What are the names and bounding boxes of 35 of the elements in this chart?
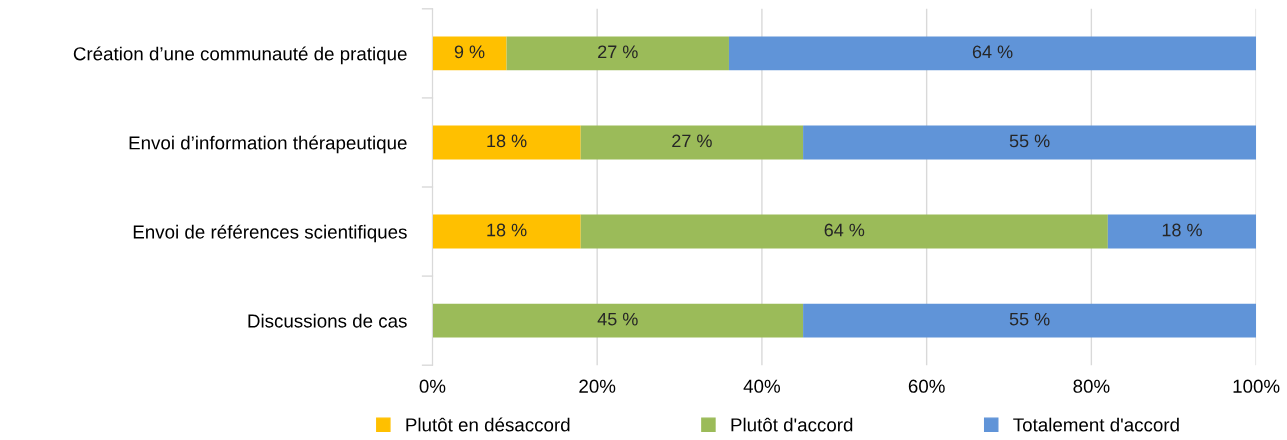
bar — [728, 36, 1257, 71]
legend-label: Plutôt d'accord — [731, 417, 853, 432]
x-tick-label: 60% — [908, 379, 945, 393]
bar — [432, 214, 581, 249]
y-tick-label: Envoi d’information thérapeutique — [129, 135, 407, 154]
bar — [506, 36, 729, 71]
data-label: 55 % — [1009, 312, 1050, 326]
bar — [580, 125, 804, 160]
bar — [432, 303, 804, 338]
bar — [803, 125, 1257, 160]
bar — [1107, 214, 1257, 249]
x-tick-label: 0% — [419, 379, 446, 393]
data-label: 18 % — [487, 223, 527, 237]
legend-label: Plutôt en désaccord — [406, 417, 570, 432]
bar — [432, 36, 507, 71]
y-tick-label: Envoi de références scientifiques — [133, 224, 407, 243]
bar — [432, 125, 581, 160]
data-label: 27 % — [598, 45, 638, 59]
data-label: 9 % — [454, 45, 485, 59]
data-label: 55 % — [1009, 134, 1050, 148]
y-tick-label: Création d’une communauté de pratique — [73, 46, 407, 65]
x-tick-label: 40% — [743, 379, 780, 393]
data-label: 45 % — [597, 312, 638, 326]
data-label: 64 % — [972, 45, 1013, 59]
x-tick-label: 20% — [579, 379, 616, 393]
x-tick-label: 100% — [1233, 379, 1280, 393]
bar — [580, 214, 1108, 249]
bar — [803, 303, 1257, 338]
data-label: 27 % — [672, 134, 712, 148]
x-tick-label: 80% — [1073, 379, 1110, 393]
y-tick-label: Discussions de cas — [248, 313, 407, 328]
data-label: 18 % — [1162, 223, 1202, 237]
legend-label: Totalement d'accord — [1013, 417, 1179, 432]
data-label: 18 % — [487, 134, 527, 148]
data-label: 64 % — [824, 223, 865, 237]
